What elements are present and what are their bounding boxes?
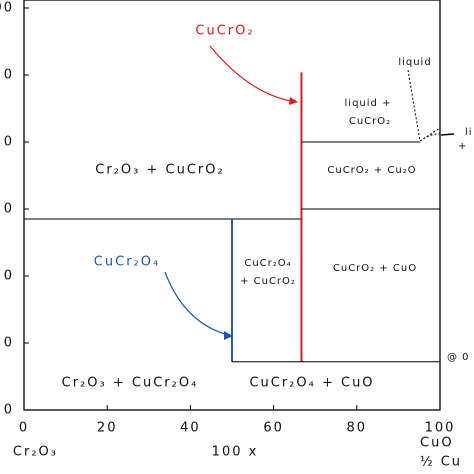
phase-label: + <box>458 141 467 152</box>
phase-label: CuCr₂O₄ <box>94 255 160 270</box>
phase-label: CuCrO₂ <box>349 116 391 127</box>
liquidus <box>419 127 441 142</box>
phase-label: CuCrO₂ + Cu₂O <box>327 165 416 176</box>
arrowhead <box>224 331 233 340</box>
x-axis-label: 100 x <box>212 445 259 460</box>
phase-label: Cr₂O₃ <box>13 445 58 460</box>
phase-label: + CuCrO₂ <box>240 276 296 287</box>
y-tick-label: 0 <box>4 68 14 83</box>
arrow <box>209 45 297 103</box>
phase-label: CuCrO₂ + CuO <box>333 263 417 274</box>
phase-label: liquid <box>398 57 431 68</box>
y-tick-label: 0 <box>4 135 14 150</box>
x-tick-label: 80 <box>347 421 368 436</box>
y-tick-label: 0 <box>4 269 14 284</box>
phase-label: Cr₂O₃ + CuCrO₂ <box>95 163 224 178</box>
x-tick-label: 40 <box>180 421 201 436</box>
leader-line <box>407 69 421 142</box>
x-tick-label: 20 <box>97 421 118 436</box>
x-tick-label: 0 <box>19 421 29 436</box>
x-tick-label: 100 <box>425 421 456 436</box>
arrowhead <box>289 97 298 105</box>
arrow <box>164 271 233 337</box>
y-tick-label: 0 <box>4 403 14 418</box>
y-tick-label: 0 <box>4 202 14 217</box>
x-tick-label: 60 <box>263 421 284 436</box>
y-tick-label: 00 <box>0 1 14 16</box>
phase-label: @ 0 <box>447 352 470 363</box>
phase-label: li <box>465 127 473 138</box>
phase-label: CuCr₂O₄ <box>244 258 291 269</box>
phase-label: CuCrO₂ <box>195 24 254 39</box>
arrow <box>440 133 455 136</box>
phase-label: ½ Cu <box>420 455 462 470</box>
plot-frame <box>23 0 441 411</box>
phase-label: liquid + <box>345 98 392 109</box>
phase-label: Cr₂O₃ + CuCr₂O₄ <box>62 376 199 391</box>
phase-label: CuO <box>420 436 454 451</box>
phase-label: CuCr₂O₄ + CuO <box>249 376 374 391</box>
y-tick-label: 0 <box>4 336 14 351</box>
